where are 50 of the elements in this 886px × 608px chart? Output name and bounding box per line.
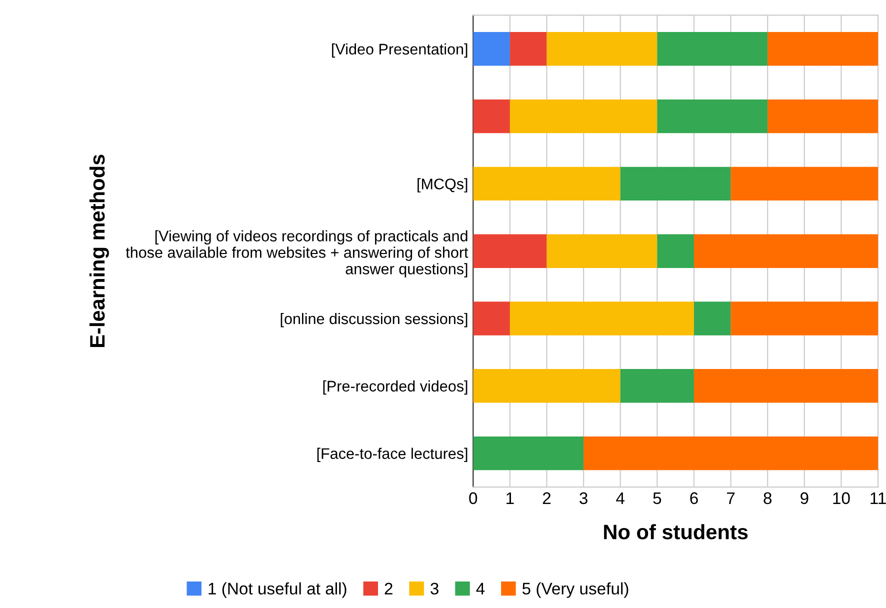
y-tick-label: [Pre-recorded videos] <box>323 380 468 395</box>
bar <box>473 234 547 268</box>
legend-label: 4 <box>476 582 485 594</box>
bar <box>473 166 620 201</box>
bar <box>473 302 510 336</box>
bar <box>546 32 658 66</box>
x-tick-label: 10 <box>833 492 850 504</box>
y-tick-label: [Viewing of videos recordings of practicals and those available from websites + answering of short answer questions] <box>126 230 468 278</box>
x-axis-title: No of students <box>604 524 748 540</box>
bar <box>473 32 510 66</box>
legend-label: 5 (Very useful) <box>522 582 628 598</box>
legend-label: 2 <box>384 582 392 594</box>
x-tick-label: 6 <box>690 492 698 504</box>
x-tick-label: 9 <box>800 492 808 504</box>
bar <box>694 369 878 403</box>
bar <box>473 99 510 134</box>
bar <box>730 166 878 201</box>
x-tick-label: 2 <box>542 492 551 504</box>
x-tick-label: 4 <box>616 492 625 504</box>
x-tick-label: 3 <box>580 492 588 504</box>
bar <box>768 32 878 66</box>
x-tick-label: 7 <box>727 492 735 504</box>
bar <box>510 302 694 336</box>
legend-label: 1 (Not useful at all) <box>208 582 346 598</box>
bar <box>657 99 768 134</box>
bar <box>473 369 620 403</box>
x-tick-label: 11 <box>870 492 886 504</box>
y-tick-label: [Face-to-face lectures] <box>317 448 468 462</box>
bar <box>620 369 694 403</box>
bar <box>473 436 584 470</box>
bar <box>730 302 878 336</box>
y-axis-title: E-learning methods <box>89 154 109 347</box>
x-tick-label: 0 <box>469 492 478 504</box>
x-tick-label: 5 <box>653 492 662 504</box>
bar <box>546 234 658 268</box>
x-tick-label: 8 <box>764 492 772 504</box>
bar <box>694 234 878 268</box>
y-tick-label: [online discussion sessions] <box>280 312 468 328</box>
bar <box>657 32 768 66</box>
bar <box>584 436 878 470</box>
bar <box>694 302 731 336</box>
bar <box>620 166 731 201</box>
bar <box>510 32 547 66</box>
y-tick-label: [MCQs] <box>418 178 468 192</box>
bar <box>657 234 694 268</box>
x-tick-label: 1 <box>506 492 514 504</box>
bar <box>768 99 878 134</box>
y-tick-label: [Video Presentation] <box>332 43 468 58</box>
legend-label: 3 <box>430 582 438 595</box>
bar <box>510 99 658 134</box>
